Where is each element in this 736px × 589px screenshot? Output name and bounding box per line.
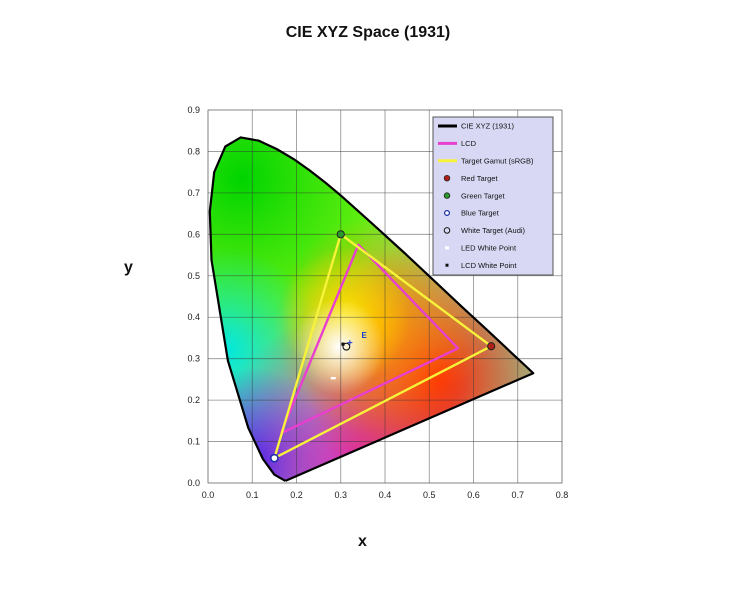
legend-label: Blue Target (461, 209, 500, 218)
x-tick-label: 0.6 (467, 490, 480, 500)
legend-label: Red Target (461, 174, 498, 183)
y-tick-label: 0.2 (187, 395, 200, 405)
y-tick-label: 0.7 (187, 188, 200, 198)
y-tick-label: 0.5 (187, 271, 200, 281)
series-line-cie-xyz-1931 (208, 136, 535, 482)
legend: CIE XYZ (1931) LCD Target Gamut (sRGB) Red … (432, 116, 554, 276)
legend-swatch-blue-target (444, 210, 451, 217)
series-points (269, 230, 496, 463)
chart-title: CIE XYZ Space (1931) (285, 24, 451, 41)
x-axis-title: x (358, 533, 367, 550)
legend-label: LED White Point (461, 244, 517, 253)
legend-swatch-red-target (443, 174, 451, 182)
legend-label: Green Target (461, 191, 506, 200)
legend-swatch-lcd-white-point (445, 263, 449, 267)
led-white-point-point (330, 376, 336, 380)
y-tick-label: 0.3 (187, 354, 200, 364)
equal-energy-marker (347, 340, 353, 346)
blue-target-point (269, 453, 279, 463)
annotations: E (347, 331, 367, 346)
x-axis-ticks: 0.0 0.1 0.2 0.3 0.4 0.5 0.6 0.7 0.8 (202, 490, 569, 500)
series-line-target-gamut-srgb (273, 233, 493, 460)
series-lines (208, 136, 535, 482)
x-tick-label: 0.8 (556, 490, 569, 500)
x-tick-label: 0.7 (511, 490, 524, 500)
green-target-point (336, 230, 345, 239)
x-tick-label: 0.4 (379, 490, 392, 500)
white-target-audi-point (342, 342, 351, 351)
y-tick-label: 0.9 (187, 105, 200, 115)
y-tick-label: 0.4 (187, 312, 200, 322)
x-tick-label: 0.0 (202, 490, 215, 500)
legend-swatch-green-target (443, 192, 451, 199)
legend-label: LCD White Point (461, 261, 517, 270)
legend-label: CIE XYZ (1931) (461, 122, 514, 131)
y-tick-label: 0.8 (187, 146, 200, 156)
y-axis-title: y (124, 259, 133, 276)
y-tick-label: 0.0 (187, 478, 200, 488)
red-target-point (487, 342, 496, 351)
legend-label: White Target (Audi) (461, 226, 526, 235)
x-tick-label: 0.5 (423, 490, 436, 500)
x-tick-label: 0.1 (246, 490, 259, 500)
legend-label: Target Gamut (sRGB) (461, 157, 534, 166)
x-tick-label: 0.2 (290, 490, 303, 500)
legend-swatch-led-white-point (445, 246, 449, 250)
annotation-label: E (361, 331, 367, 340)
y-tick-label: 0.6 (187, 229, 200, 239)
legend-swatch-white-target-audi (443, 227, 451, 234)
y-axis-ticks: 0.0 0.1 0.2 0.3 0.4 0.5 0.6 0.7 0.8 0.9 (187, 105, 200, 488)
legend-label: LCD (461, 139, 477, 148)
y-tick-label: 0.1 (187, 437, 200, 447)
lcd-white-point-point (341, 342, 345, 346)
x-tick-label: 0.3 (334, 490, 347, 500)
series-line-lcd (279, 243, 460, 435)
